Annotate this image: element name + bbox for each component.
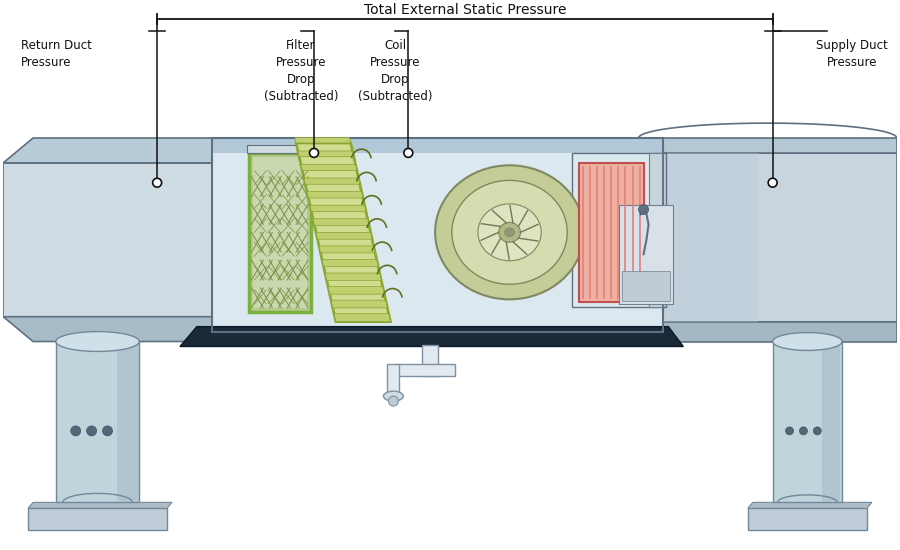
Ellipse shape [56, 332, 140, 351]
Bar [56, 342, 140, 502]
Polygon shape [298, 151, 354, 157]
Circle shape [86, 426, 96, 436]
Bar [772, 342, 842, 502]
Text: Return Duct
Pressure: Return Duct Pressure [21, 39, 92, 69]
Polygon shape [4, 317, 241, 342]
Ellipse shape [499, 222, 520, 242]
Polygon shape [325, 273, 382, 280]
Polygon shape [334, 314, 391, 322]
Polygon shape [296, 143, 391, 322]
Polygon shape [322, 260, 378, 267]
Polygon shape [212, 138, 663, 332]
Circle shape [786, 427, 794, 435]
Bar [388, 364, 400, 396]
Bar [395, 364, 455, 376]
Circle shape [799, 427, 807, 435]
Polygon shape [180, 327, 683, 346]
Polygon shape [304, 178, 360, 184]
Circle shape [153, 178, 162, 187]
Polygon shape [310, 205, 366, 212]
Polygon shape [28, 502, 172, 508]
Polygon shape [4, 163, 211, 317]
Circle shape [639, 205, 649, 214]
Circle shape [389, 396, 399, 406]
Text: Coil
Pressure
Drop
(Subtracted): Coil Pressure Drop (Subtracted) [358, 39, 433, 103]
Polygon shape [331, 300, 387, 308]
Text: Total External Static Pressure: Total External Static Pressure [364, 3, 566, 17]
Ellipse shape [435, 166, 584, 299]
Polygon shape [295, 138, 351, 143]
Polygon shape [316, 232, 372, 239]
Bar [248, 145, 313, 153]
Polygon shape [319, 246, 375, 253]
Ellipse shape [505, 228, 515, 237]
Polygon shape [639, 138, 896, 153]
Ellipse shape [452, 180, 567, 284]
Bar [422, 344, 438, 376]
Bar [622, 271, 670, 301]
Polygon shape [328, 287, 384, 294]
Ellipse shape [383, 391, 403, 401]
Polygon shape [307, 191, 363, 198]
Circle shape [71, 426, 81, 436]
Bar [249, 153, 311, 312]
Bar [748, 508, 867, 530]
Circle shape [769, 178, 777, 187]
Circle shape [814, 427, 822, 435]
Bar [649, 153, 662, 307]
Bar [619, 205, 673, 304]
Bar [28, 508, 167, 530]
Circle shape [103, 426, 112, 436]
Text: Filter
Pressure
Drop
(Subtracted): Filter Pressure Drop (Subtracted) [264, 39, 338, 103]
Bar [823, 342, 840, 502]
Circle shape [404, 148, 413, 157]
Bar [254, 157, 307, 308]
Bar [212, 138, 663, 332]
Polygon shape [659, 153, 896, 322]
Text: Supply Duct
Pressure: Supply Duct Pressure [816, 39, 888, 69]
Polygon shape [313, 219, 369, 225]
Bar [117, 342, 140, 502]
Polygon shape [659, 153, 758, 322]
Circle shape [310, 148, 319, 157]
Polygon shape [748, 502, 872, 508]
Polygon shape [639, 322, 896, 342]
Bar [579, 163, 644, 302]
Polygon shape [301, 164, 356, 170]
Bar [572, 153, 666, 307]
Ellipse shape [478, 204, 541, 261]
Ellipse shape [772, 333, 842, 350]
Polygon shape [212, 138, 663, 153]
Polygon shape [4, 138, 241, 163]
